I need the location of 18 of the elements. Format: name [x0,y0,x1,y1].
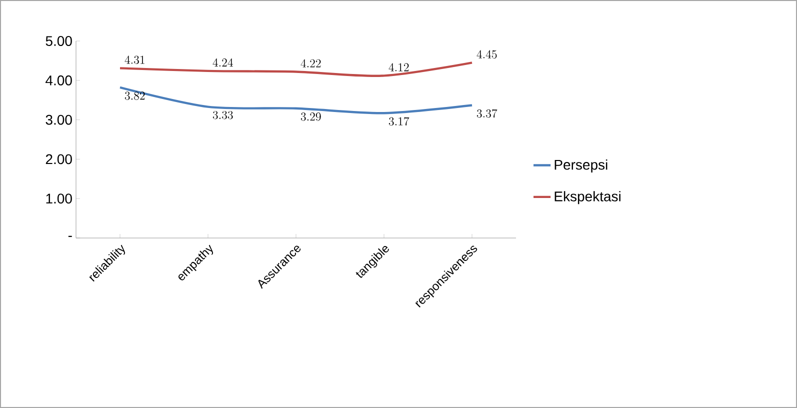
data-label: 4. 12 [388,63,409,72]
legend-label: Persepsi [554,159,608,173]
data-label: 3.33 [212,110,233,120]
data-label: 4.45 [476,50,497,58]
data-label: 3. 17 [388,117,410,126]
y-tick-label: 1.00 [46,194,72,204]
legend-label: Ekspektasi [554,191,620,204]
data-label: 3.82 [124,92,145,100]
y-tick-label: 3.00 [46,114,72,125]
data-label: 4.24 [212,58,233,67]
y-tick-label: 5.00 [46,36,72,46]
y-tick-label: 2.00 [46,154,72,164]
y-tick-label: 4.00 [46,75,72,86]
data-label: 3.29 [300,112,321,121]
data-label: 4.31 [124,56,144,64]
y-tick-label: - [68,236,72,237]
data-label: 4.22 [300,59,321,68]
data-label: 3.37 [476,109,498,118]
